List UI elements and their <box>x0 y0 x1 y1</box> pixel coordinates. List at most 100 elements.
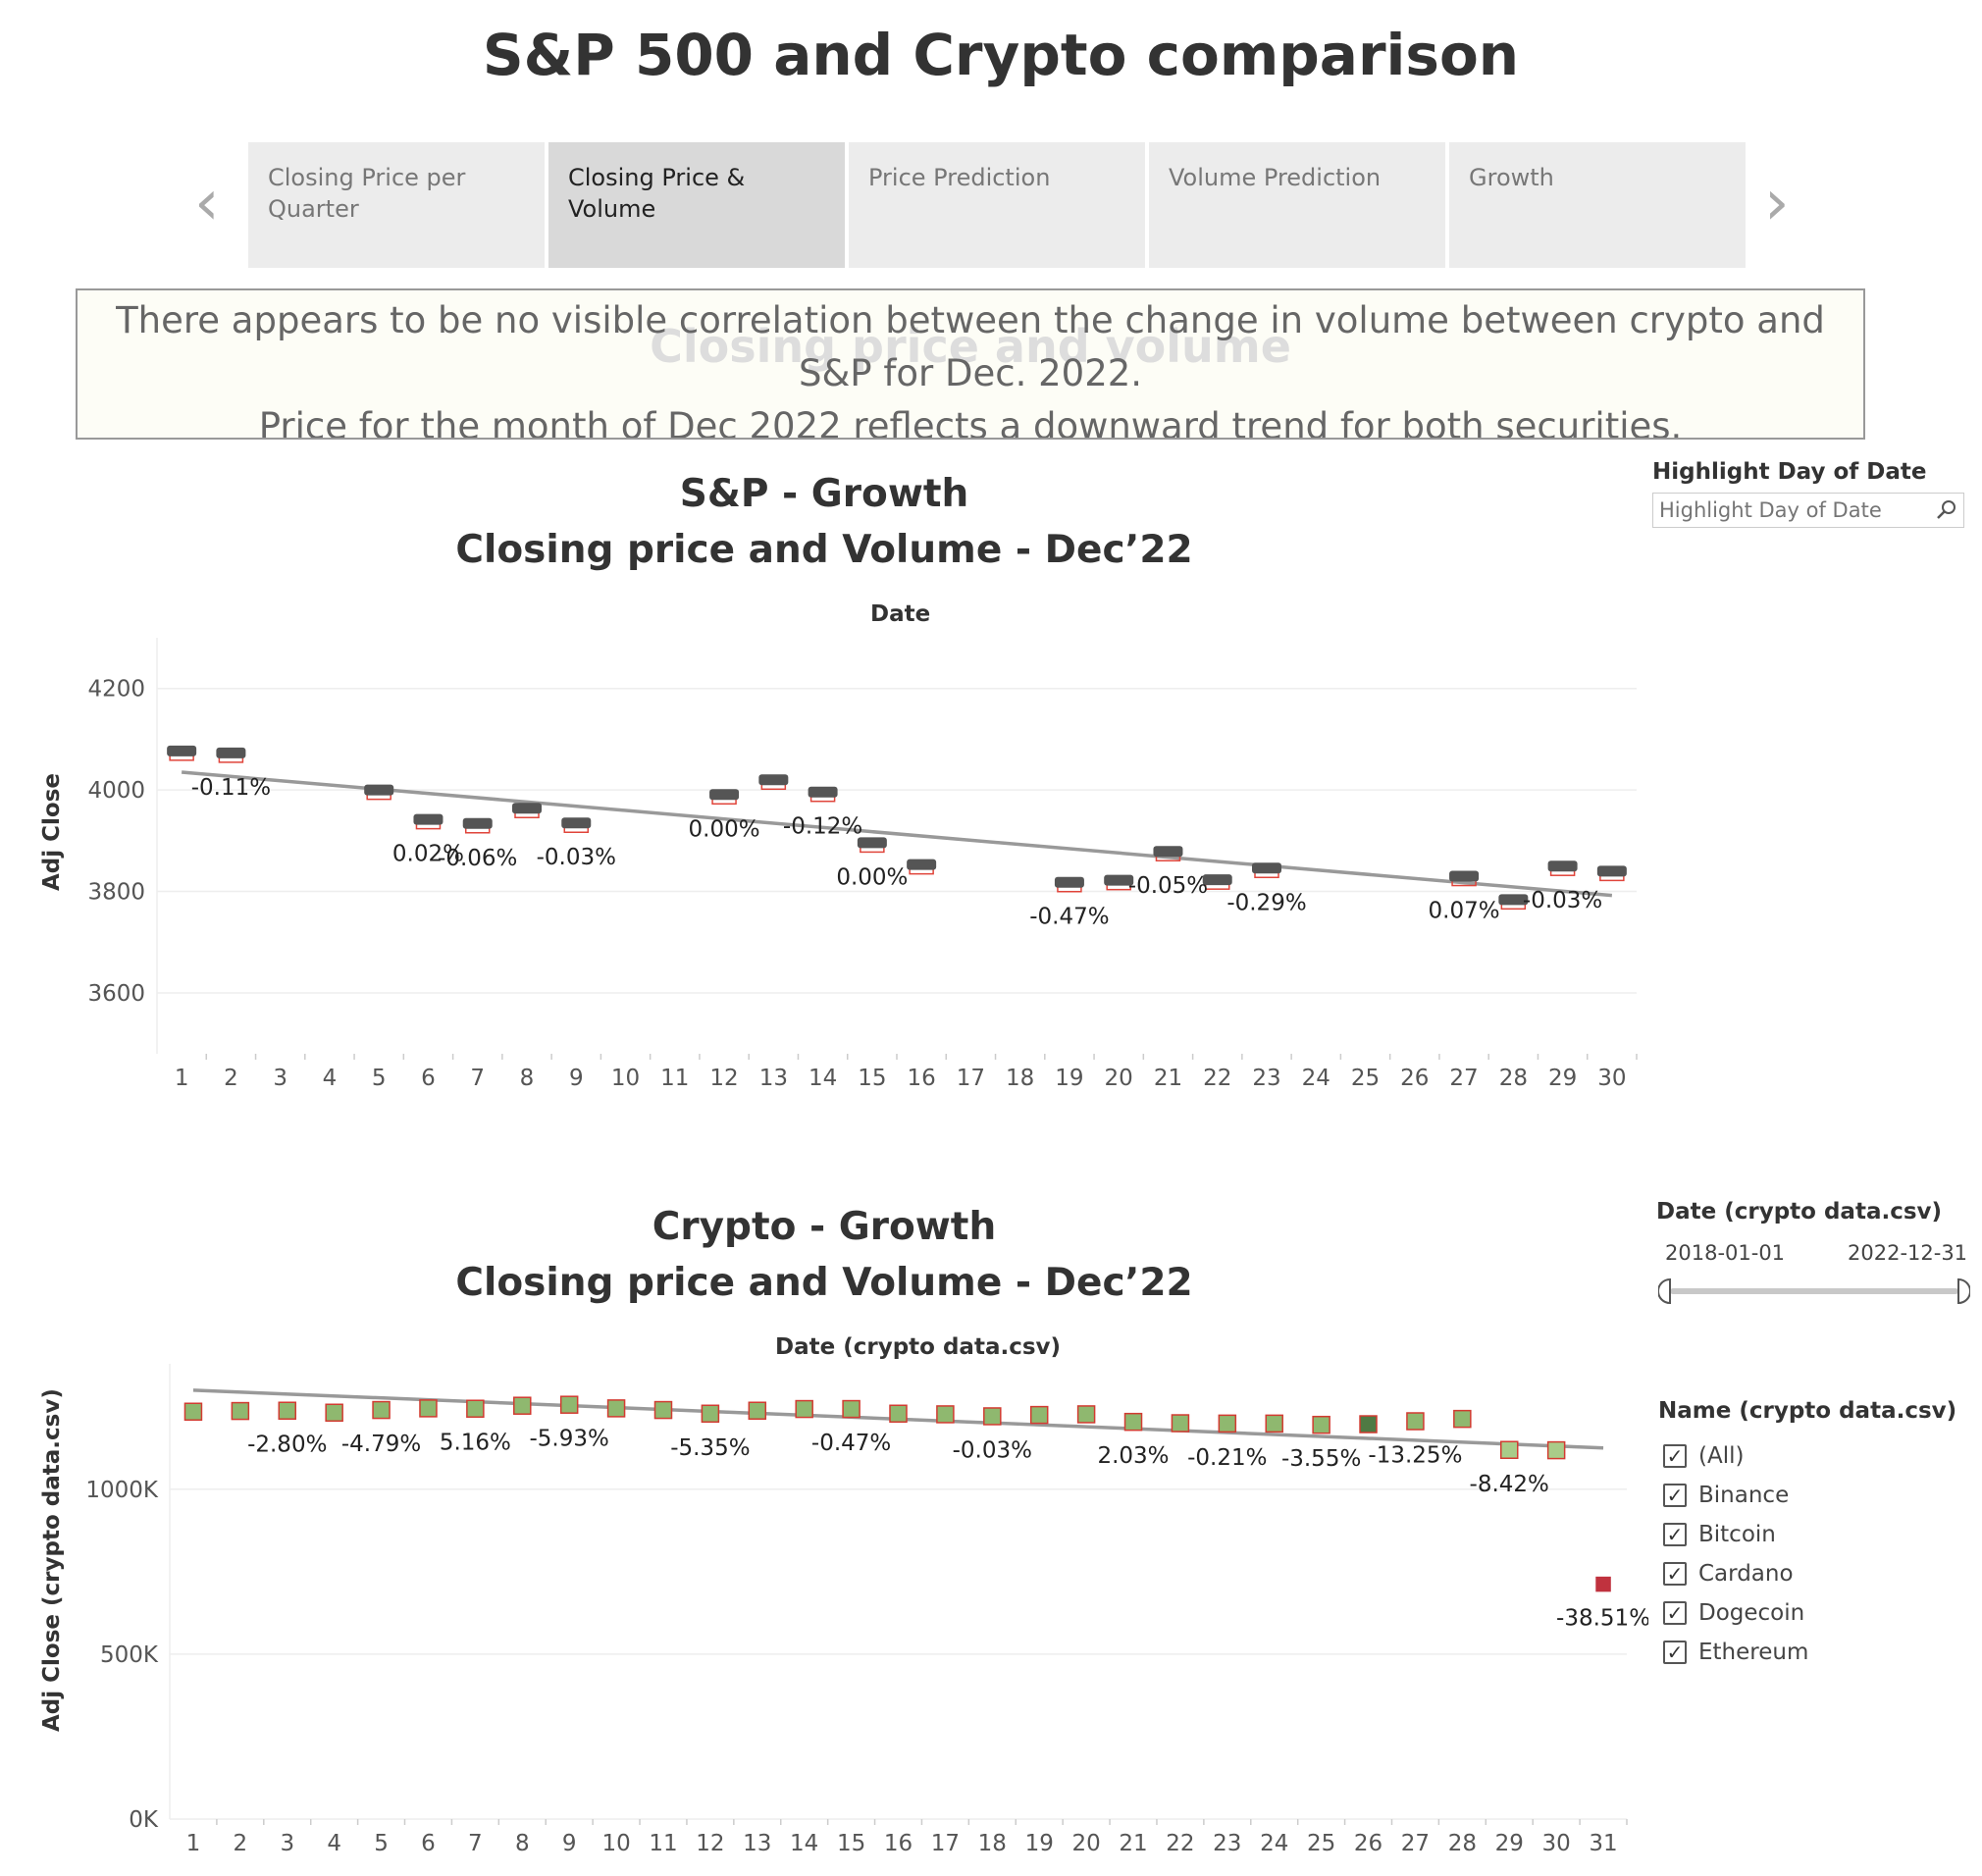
data-label: -0.47% <box>811 1431 891 1456</box>
data-label: -0.03% <box>537 845 616 870</box>
checkbox-icon[interactable]: ✓ <box>1663 1484 1687 1507</box>
tab-closing-price-per-quarter[interactable]: Closing Price per Quarter <box>248 142 545 268</box>
tab-label: Growth <box>1469 164 1554 191</box>
checkbox-icon[interactable]: ✓ <box>1663 1562 1687 1586</box>
x-tick-label: 1 <box>186 1831 201 1856</box>
data-label: -0.06% <box>438 846 517 871</box>
x-tick-label: 13 <box>743 1831 771 1856</box>
data-point <box>701 1404 720 1424</box>
data-point <box>1218 1414 1237 1433</box>
checkbox-icon[interactable]: ✓ <box>1663 1601 1687 1625</box>
crypto-chart-title: Crypto - Growth <box>652 1205 997 1249</box>
x-tick-label: 16 <box>884 1831 913 1856</box>
tab-price-prediction[interactable]: Price Prediction <box>849 142 1145 268</box>
checkbox-icon[interactable]: ✓ <box>1663 1641 1687 1664</box>
data-point <box>983 1407 1002 1426</box>
x-tick-label: 27 <box>1449 1066 1478 1091</box>
x-tick-label: 17 <box>957 1066 985 1091</box>
data-point <box>513 1396 532 1415</box>
tab-closing-price-volume[interactable]: Closing Price & Volume <box>548 142 845 268</box>
x-tick-label: 11 <box>660 1066 689 1091</box>
data-label: -13.25% <box>1368 1443 1462 1469</box>
tab-growth[interactable]: Growth <box>1449 142 1746 268</box>
data-point <box>372 1400 391 1420</box>
x-tick-label: 22 <box>1203 1066 1231 1091</box>
date-range-slider[interactable] <box>1658 1276 1970 1307</box>
x-tick-label: 28 <box>1448 1831 1477 1856</box>
caption-line-2: Price for the month of Dec 2022 reflects… <box>258 405 1683 440</box>
checkbox-dogecoin[interactable]: ✓ Dogecoin <box>1663 1596 1804 1630</box>
sp-x-axis-title: Date <box>870 601 931 627</box>
next-story-arrow-icon[interactable]: › <box>1764 167 1790 239</box>
x-tick-label: 30 <box>1542 1831 1571 1856</box>
y-tick-label: 500K <box>100 1642 159 1668</box>
x-tick-label: 11 <box>649 1831 677 1856</box>
x-tick-label: 10 <box>601 1831 630 1856</box>
data-point <box>1312 1415 1330 1434</box>
search-icon[interactable] <box>1935 498 1958 522</box>
x-tick-label: 2 <box>224 1066 238 1091</box>
x-tick-label: 29 <box>1495 1831 1524 1856</box>
caption-line-1: There appears to be no visible correlati… <box>116 299 1825 394</box>
highlight-day-input[interactable] <box>1652 493 1964 528</box>
x-tick-label: 31 <box>1589 1831 1617 1856</box>
checkbox-bitcoin[interactable]: ✓ Bitcoin <box>1663 1518 1776 1551</box>
x-tick-label: 12 <box>696 1831 724 1856</box>
data-label: -5.35% <box>670 1435 750 1461</box>
data-point <box>889 1404 908 1424</box>
previous-story-arrow-icon[interactable]: ‹ <box>194 167 220 239</box>
caption-box: Closing price and volume There appears t… <box>76 288 1865 440</box>
checkbox-binance[interactable]: ✓ Binance <box>1663 1479 1789 1512</box>
x-tick-label: 24 <box>1260 1831 1288 1856</box>
checkbox-ethereum[interactable]: ✓ Ethereum <box>1663 1636 1808 1669</box>
data-point <box>216 747 246 758</box>
tab-label: Volume Prediction <box>1169 164 1382 191</box>
data-label: -0.12% <box>783 814 862 840</box>
sp-chart-title: S&P - Growth <box>679 472 969 516</box>
data-label: -0.05% <box>1128 873 1208 899</box>
x-tick-label: 20 <box>1105 1066 1133 1091</box>
data-point <box>1202 874 1232 886</box>
data-point <box>561 817 592 829</box>
date-range-start: 2018-01-01 <box>1665 1241 1786 1265</box>
x-tick-label: 22 <box>1166 1831 1194 1856</box>
data-point <box>1596 865 1627 877</box>
tab-label: Closing Price & Volume <box>568 164 746 223</box>
caption-ghost-title: Closing price and volume <box>650 320 1291 373</box>
date-range-end: 2022-12-31 <box>1848 1241 1968 1265</box>
data-point <box>842 1399 861 1419</box>
checkbox-cardano[interactable]: ✓ Cardano <box>1663 1557 1794 1590</box>
data-label: 5.16% <box>440 1431 511 1456</box>
data-label: -0.47% <box>1029 905 1109 930</box>
x-tick-label: 2 <box>234 1831 248 1856</box>
tab-label: Price Prediction <box>868 164 1051 191</box>
data-label: -2.80% <box>247 1433 327 1458</box>
data-point <box>1498 894 1529 906</box>
x-tick-label: 19 <box>1055 1066 1083 1091</box>
x-tick-label: 6 <box>421 1066 436 1091</box>
x-tick-label: 26 <box>1400 1066 1429 1091</box>
data-label: -0.03% <box>953 1437 1032 1463</box>
tab-volume-prediction[interactable]: Volume Prediction <box>1149 142 1445 268</box>
checkbox-label: (All) <box>1698 1443 1745 1469</box>
x-tick-label: 8 <box>520 1066 535 1091</box>
y-tick-label: 3800 <box>87 880 145 906</box>
checkbox-icon[interactable]: ✓ <box>1663 1523 1687 1546</box>
x-tick-label: 10 <box>611 1066 640 1091</box>
checkbox-icon[interactable]: ✓ <box>1663 1444 1687 1468</box>
data-point <box>1406 1412 1425 1431</box>
x-tick-label: 3 <box>280 1831 294 1856</box>
x-tick-label: 19 <box>1025 1831 1054 1856</box>
data-point <box>758 774 789 786</box>
data-point <box>167 745 197 756</box>
checkbox-all[interactable]: ✓ (All) <box>1663 1439 1744 1473</box>
data-point <box>1499 1440 1519 1460</box>
checkbox-label: Binance <box>1698 1483 1790 1508</box>
data-label: 0.02% <box>392 842 464 867</box>
data-point <box>808 786 838 798</box>
y-tick-label: 1000K <box>85 1478 159 1503</box>
data-point <box>1076 1405 1096 1424</box>
data-point <box>462 817 493 829</box>
x-tick-label: 20 <box>1071 1831 1100 1856</box>
x-tick-label: 30 <box>1597 1066 1626 1091</box>
